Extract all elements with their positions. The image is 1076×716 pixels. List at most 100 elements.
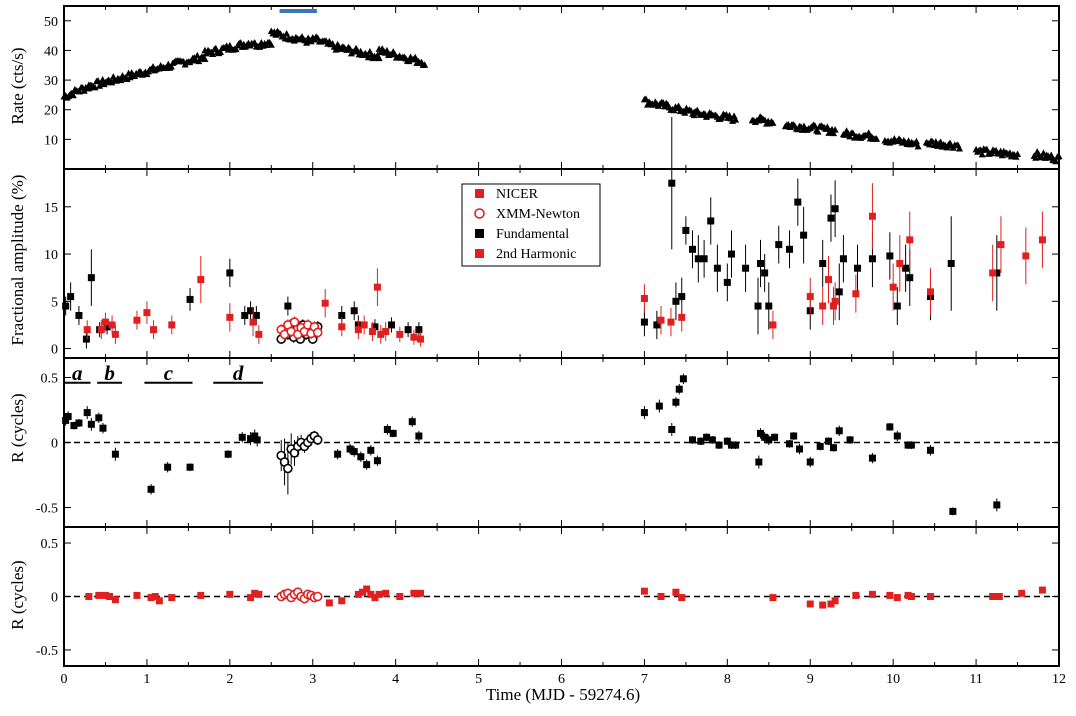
rate-point: [201, 55, 209, 63]
y-axis-title-residual-harmonic: R (cycles): [8, 560, 27, 629]
nicer-point: [350, 448, 358, 456]
nicer-point: [371, 594, 379, 602]
nicer-point: [147, 485, 155, 493]
nicer-point: [396, 593, 404, 600]
nicer-point: [995, 593, 1003, 600]
nicer-point: [893, 302, 901, 310]
nicer-point: [247, 435, 255, 443]
nicer-point: [64, 413, 72, 420]
rate-point: [849, 129, 857, 136]
rate-point: [421, 61, 429, 68]
nicer-point: [226, 269, 234, 277]
nicer-point: [757, 260, 764, 267]
xmm-point: [312, 435, 323, 445]
nicer-point: [346, 445, 354, 453]
nicer-point: [417, 589, 425, 597]
rate-point: [732, 116, 740, 123]
nicer-point: [382, 589, 390, 597]
y-tick-label: 0: [51, 591, 58, 606]
rate-point: [690, 111, 698, 119]
nicer-point: [415, 326, 423, 334]
x-tick-label: 1: [143, 672, 150, 687]
nicer-point: [388, 321, 396, 329]
nicer-point: [852, 290, 860, 298]
nicer-point: [251, 432, 259, 440]
nicer-point: [846, 436, 854, 444]
interval-label-a: a: [72, 361, 83, 385]
nicer-point: [143, 309, 151, 317]
nicer-point: [410, 333, 418, 341]
rate-point: [841, 131, 849, 138]
nicer-point: [338, 323, 346, 331]
nicer-point: [241, 311, 249, 319]
nicer-point: [893, 432, 901, 440]
nicer-point: [640, 294, 648, 302]
nicer-point: [249, 318, 257, 326]
nicer-point: [831, 297, 839, 305]
nicer-point: [732, 441, 740, 449]
nicer-point: [868, 454, 876, 462]
legend-marker-fundamental: [475, 229, 484, 238]
x-tick-label: 12: [1052, 672, 1066, 687]
nicer-point: [800, 231, 808, 239]
xmm-point: [312, 327, 323, 338]
rate-point: [1055, 152, 1063, 160]
nicer-point: [816, 442, 824, 450]
nicer-point: [62, 416, 70, 424]
rate-point: [718, 113, 726, 121]
rate-point: [937, 138, 945, 145]
nicer-point: [678, 293, 686, 301]
nicer-point: [889, 283, 897, 291]
rate-point: [831, 126, 839, 133]
nicer-point: [415, 432, 423, 440]
nicer-point: [168, 321, 176, 329]
nicer-point: [367, 446, 375, 454]
rate-point: [983, 145, 991, 153]
legend-marker-xmm: [474, 208, 485, 219]
rate-point: [117, 76, 125, 84]
panel-rate: 10 20 30 40 50: [44, 5, 1063, 170]
xmm-point: [289, 317, 300, 327]
y-tick-label: 40: [44, 44, 58, 59]
y-tick-label: 0: [51, 437, 58, 452]
nicer-point: [765, 436, 773, 444]
rate-point: [1047, 151, 1055, 159]
nicer-point: [835, 427, 843, 435]
nicer-point: [993, 269, 1001, 277]
nicer-point: [1018, 589, 1026, 597]
nicer-point: [164, 463, 172, 471]
nicer-point: [1038, 236, 1046, 244]
x-tick-label: 5: [475, 672, 482, 687]
rate-point: [670, 106, 678, 114]
nicer-point: [906, 274, 914, 282]
nicer-point: [831, 205, 839, 213]
nicer-point: [321, 299, 329, 307]
x-tick-label: 2: [226, 672, 233, 687]
nicer-point: [657, 316, 665, 324]
nicer-point: [363, 461, 371, 469]
nicer-point: [106, 593, 114, 600]
nicer-point: [668, 179, 676, 187]
rate-point: [814, 128, 822, 135]
nicer-point: [715, 441, 723, 449]
x-tick-label: 10: [886, 672, 900, 687]
rate-point: [217, 48, 225, 55]
nicer-point: [410, 589, 418, 597]
nicer-point: [350, 307, 358, 315]
nicer-point: [284, 302, 292, 310]
rate-point: [873, 135, 881, 142]
nicer-point: [795, 445, 803, 453]
nicer-point: [657, 593, 665, 600]
nicer-point: [827, 600, 835, 608]
nicer-point: [831, 597, 839, 605]
legend-marker-harmonic: [475, 249, 484, 258]
panel-residual-harmonic: -0.500.50 1 2 3 4 5 6 7 8 9 10 11 12: [36, 526, 1066, 687]
legend-label-nicer: NICER: [496, 187, 539, 202]
nicer-point: [708, 436, 716, 444]
rate-point: [383, 46, 391, 54]
legend-label-harmonic: 2nd Harmonic: [496, 247, 576, 262]
nicer-point: [338, 311, 346, 319]
rate-point: [956, 144, 963, 152]
interval-label-b: b: [104, 361, 115, 385]
nicer-point: [824, 276, 832, 284]
